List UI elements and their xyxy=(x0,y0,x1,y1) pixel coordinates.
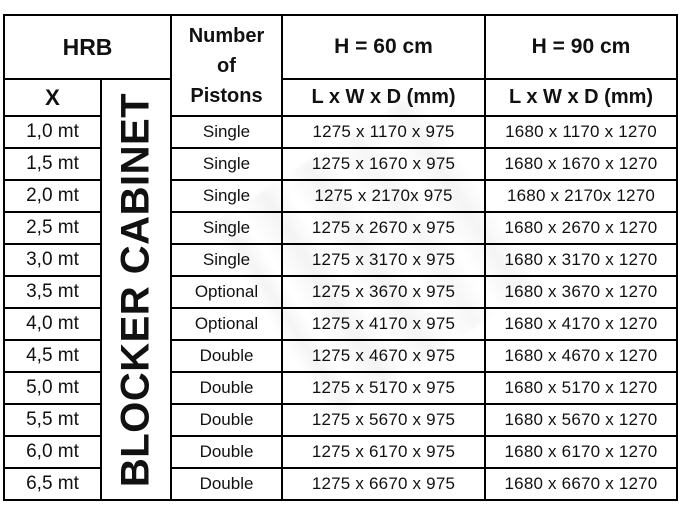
h60-dims-header: L x W x D (mm) xyxy=(281,78,486,117)
h60-dims-value: 1275 x 4170 x 975 xyxy=(281,307,486,341)
h90-dims-value: 1680 x 1670 x 1270 xyxy=(484,147,678,181)
h90-dims-value: 1680 x 5170 x 1270 xyxy=(484,371,678,405)
table-row: 4,0 mt Optional 1275 x 4170 x 975 1680 x… xyxy=(3,307,678,341)
h60-dims-value: 1275 x 6170 x 975 xyxy=(281,435,486,469)
x-value: 2,5 mt xyxy=(3,211,102,245)
h90-header: H = 90 cm xyxy=(484,14,678,80)
h90-dims-header: L x W x D (mm) xyxy=(484,78,678,117)
spec-table: HRB Number of Pistons H = 60 cm H = 90 c… xyxy=(3,14,678,501)
h60-dims-value: 1275 x 1170 x 975 xyxy=(281,115,486,149)
x-value: 1,0 mt xyxy=(3,115,102,149)
h60-dims-value: 1275 x 3670 x 975 xyxy=(281,275,486,309)
h60-dims-value: 1275 x 4670 x 975 xyxy=(281,339,486,373)
h90-dims-value: 1680 x 3670 x 1270 xyxy=(484,275,678,309)
pistons-value: Single xyxy=(170,147,283,181)
x-value: 3,0 mt xyxy=(3,243,102,277)
h90-dims-value: 1680 x 2670 x 1270 xyxy=(484,211,678,245)
pistons-value: Optional xyxy=(170,275,283,309)
h90-dims-value: 1680 x 3170 x 1270 xyxy=(484,243,678,277)
table-row: 1,5 mt Single 1275 x 1670 x 975 1680 x 1… xyxy=(3,147,678,181)
pistons-value: Optional xyxy=(170,307,283,341)
x-header: X xyxy=(3,78,102,117)
hrb-header: HRB xyxy=(3,14,172,80)
h60-dims-value: 1275 x 2170x 975 xyxy=(281,179,486,213)
x-value: 5,0 mt xyxy=(3,371,102,405)
header-row-2: X BLOCKER CABINET L x W x D (mm) L x W x… xyxy=(3,78,678,501)
h90-dims-value: 1680 x 4170 x 1270 xyxy=(484,307,678,341)
pistons-value: Single xyxy=(170,115,283,149)
h60-dims-value: 1275 x 6670 x 975 xyxy=(281,467,486,501)
h90-dims-value: 1680 x 2170x 1270 xyxy=(484,179,678,213)
table-row: 5,5 mt Double 1275 x 5670 x 975 1680 x 5… xyxy=(3,403,678,437)
cabinet-vertical-label: BLOCKER CABINET xyxy=(113,92,158,487)
x-value: 4,5 mt xyxy=(3,339,102,373)
h60-header: H = 60 cm xyxy=(281,14,486,80)
table-row: 3,5 mt Optional 1275 x 3670 x 975 1680 x… xyxy=(3,275,678,309)
pistons-header: Number of Pistons xyxy=(170,14,283,117)
table-row: 3,0 mt Single 1275 x 3170 x 975 1680 x 3… xyxy=(3,243,678,277)
x-value: 6,5 mt xyxy=(3,467,102,501)
pistons-value: Double xyxy=(170,435,283,469)
h90-dims-value: 1680 x 5670 x 1270 xyxy=(484,403,678,437)
h60-dims-value: 1275 x 3170 x 975 xyxy=(281,243,486,277)
h60-dims-value: 1275 x 2670 x 975 xyxy=(281,211,486,245)
pistons-header-label: Number of Pistons xyxy=(188,24,265,107)
pistons-value: Double xyxy=(170,467,283,501)
h90-dims-value: 1680 x 1170 x 1270 xyxy=(484,115,678,149)
x-value: 4,0 mt xyxy=(3,307,102,341)
x-value: 6,0 mt xyxy=(3,435,102,469)
pistons-value: Single xyxy=(170,243,283,277)
h90-dims-value: 1680 x 6170 x 1270 xyxy=(484,435,678,469)
pistons-value: Double xyxy=(170,371,283,405)
pistons-value: Single xyxy=(170,211,283,245)
h60-dims-value: 1275 x 1670 x 975 xyxy=(281,147,486,181)
table-row: 4,5 mt Double 1275 x 4670 x 975 1680 x 4… xyxy=(3,339,678,373)
pistons-value: Double xyxy=(170,339,283,373)
h60-dims-value: 1275 x 5670 x 975 xyxy=(281,403,486,437)
table-row: 5,0 mt Double 1275 x 5170 x 975 1680 x 5… xyxy=(3,371,678,405)
x-value: 3,5 mt xyxy=(3,275,102,309)
table-row: 1,0 mt Single 1275 x 1170 x 975 1680 x 1… xyxy=(3,115,678,149)
x-value: 1,5 mt xyxy=(3,147,102,181)
table-row: 2,0 mt Single 1275 x 2170x 975 1680 x 21… xyxy=(3,179,678,213)
pistons-value: Single xyxy=(170,179,283,213)
h60-dims-value: 1275 x 5170 x 975 xyxy=(281,371,486,405)
cabinet-column: BLOCKER CABINET xyxy=(100,78,172,501)
x-value: 2,0 mt xyxy=(3,179,102,213)
pistons-value: Double xyxy=(170,403,283,437)
table-row: 2,5 mt Single 1275 x 2670 x 975 1680 x 2… xyxy=(3,211,678,245)
header-row-1: HRB Number of Pistons H = 60 cm H = 90 c… xyxy=(3,14,678,117)
table-row: 6,0 mt Double 1275 x 6170 x 975 1680 x 6… xyxy=(3,435,678,469)
h90-dims-value: 1680 x 4670 x 1270 xyxy=(484,339,678,373)
table-row: 6,5 mt Double 1275 x 6670 x 975 1680 x 6… xyxy=(3,467,678,501)
x-value: 5,5 mt xyxy=(3,403,102,437)
h90-dims-value: 1680 x 6670 x 1270 xyxy=(484,467,678,501)
